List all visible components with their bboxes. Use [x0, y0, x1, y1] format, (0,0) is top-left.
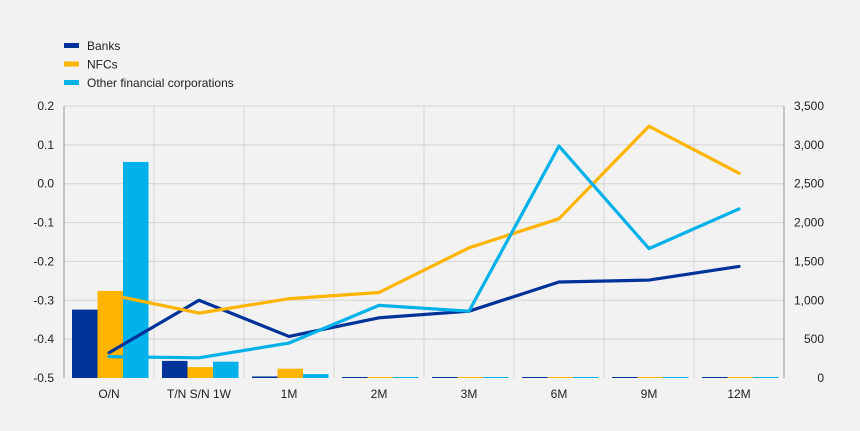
- bar-other-financial-corporations: [753, 377, 779, 378]
- y-right-tick-label: 3,000: [794, 138, 824, 152]
- legend-label: Other financial corporations: [87, 76, 234, 90]
- bar-nfcs: [727, 377, 753, 378]
- bar-nfcs: [187, 367, 213, 378]
- x-tick-label: 6M: [551, 387, 568, 401]
- bar-nfcs: [367, 377, 393, 378]
- bar-other-financial-corporations: [483, 377, 509, 378]
- bar-banks: [702, 377, 728, 378]
- bar-nfcs: [277, 368, 303, 378]
- bar-other-financial-corporations: [123, 161, 149, 378]
- y-right-tick-label: 0: [817, 371, 824, 385]
- y-left-tick-label: 0.0: [37, 177, 54, 191]
- y-left-tick-label: -0.1: [33, 216, 54, 230]
- y-left-tick-label: 0.2: [37, 99, 54, 113]
- x-tick-label: 1M: [281, 387, 298, 401]
- x-tick-label: 12M: [727, 387, 750, 401]
- y-right-tick-label: 500: [804, 332, 824, 346]
- x-tick-label: 2M: [371, 387, 388, 401]
- x-tick-label: 9M: [641, 387, 658, 401]
- x-tick-label: 3M: [461, 387, 478, 401]
- bar-other-financial-corporations: [573, 377, 599, 378]
- bar-other-financial-corporations: [663, 377, 689, 378]
- y-right-tick-label: 1,000: [794, 293, 824, 307]
- bar-banks: [162, 360, 188, 378]
- legend-swatch: [64, 80, 79, 85]
- line-other-financial-corporations: [107, 144, 741, 360]
- x-tick-label: T/N S/N 1W: [167, 387, 232, 401]
- y-right-tick-label: 2,500: [794, 177, 824, 191]
- y-right-tick-label: 1,500: [794, 254, 824, 268]
- legend-label: Banks: [87, 39, 120, 53]
- bar-other-financial-corporations: [303, 374, 329, 378]
- bar-nfcs: [547, 377, 573, 378]
- y-left-tick-label: -0.2: [33, 254, 54, 268]
- bar-other-financial-corporations: [393, 377, 419, 378]
- legend-label: NFCs: [87, 58, 118, 72]
- y-left-tick-label: 0.1: [37, 138, 54, 152]
- line-nfcs: [107, 124, 741, 315]
- bar-nfcs: [457, 377, 483, 378]
- line-banks: [107, 264, 741, 355]
- bar-banks: [252, 376, 278, 378]
- y-left-tick-label: -0.3: [33, 293, 54, 307]
- bar-banks: [432, 377, 458, 378]
- y-right-tick-label: 3,500: [794, 99, 824, 113]
- x-tick-label: O/N: [98, 387, 119, 401]
- bar-other-financial-corporations: [213, 361, 239, 378]
- legend-swatch: [64, 43, 79, 48]
- bar-banks: [72, 309, 98, 378]
- bar-banks: [522, 377, 548, 378]
- y-right-tick-label: 2,000: [794, 216, 824, 230]
- bar-banks: [612, 377, 638, 378]
- legend-swatch: [64, 61, 79, 67]
- bar-nfcs: [637, 377, 663, 378]
- y-left-tick-label: -0.5: [33, 371, 54, 385]
- bar-banks: [342, 377, 368, 378]
- bar-nfcs: [97, 290, 123, 378]
- y-left-tick-label: -0.4: [33, 332, 54, 346]
